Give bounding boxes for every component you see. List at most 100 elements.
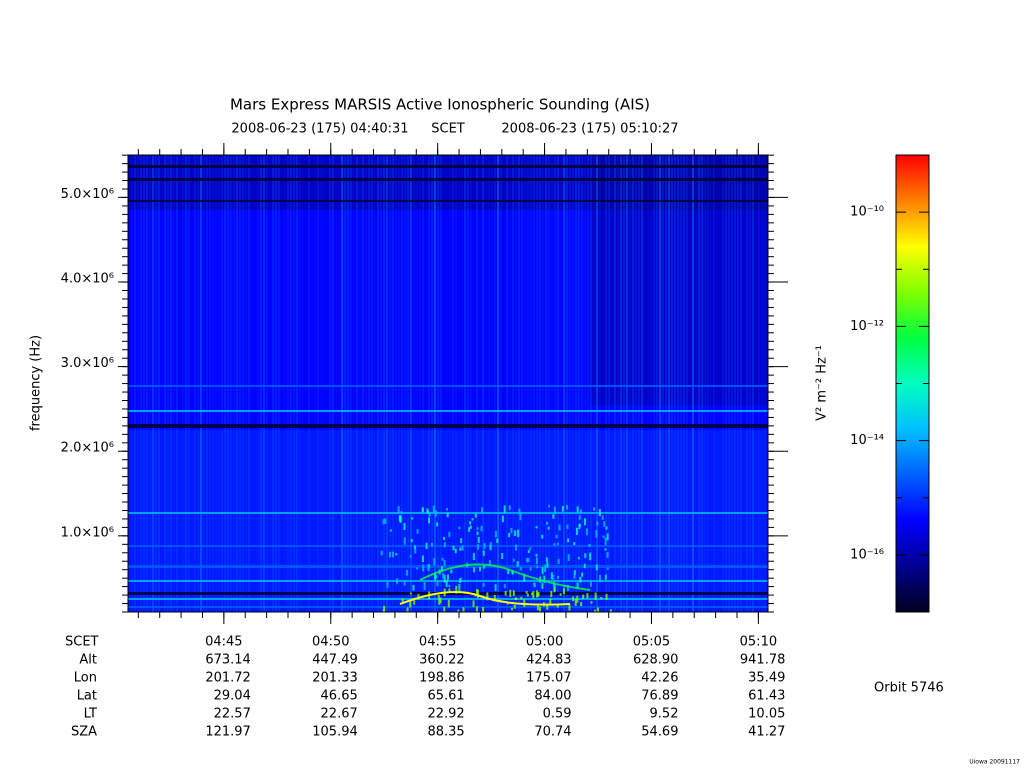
- spectrogram-speckle: [537, 592, 540, 596]
- spectrogram-speckle: [543, 575, 546, 583]
- spectrogram-speckle: [555, 534, 558, 539]
- spectrogram-stripe: [341, 155, 343, 612]
- ephemeris-value: 198.86: [419, 671, 465, 686]
- spectrogram-speckle: [576, 582, 579, 589]
- spectrogram-stripe: [311, 155, 313, 612]
- ephemeris-value: 447.49: [312, 653, 358, 668]
- ephemeris-value: 35.49: [748, 671, 785, 686]
- spectrogram-speckle: [469, 521, 472, 525]
- spectrogram-speckle: [403, 580, 406, 586]
- spectrogram-stripe: [593, 155, 595, 612]
- spectrogram-speckle: [545, 557, 548, 563]
- spectrogram-stripe: [740, 155, 742, 612]
- spectrogram-speckle: [383, 605, 386, 612]
- spectrogram-stripe: [455, 155, 457, 612]
- spectrogram-stripe: [488, 155, 490, 612]
- spectrogram-speckle: [436, 522, 439, 527]
- spectrogram-stripe: [704, 155, 706, 612]
- spectrogram-speckle: [586, 593, 589, 599]
- ephemeris-value: 628.90: [633, 653, 679, 668]
- spectrogram-speckle: [512, 590, 515, 597]
- spectrogram-stripe: [242, 155, 244, 612]
- spectrogram-speckle: [532, 591, 535, 599]
- spectrogram-stripe: [419, 155, 421, 612]
- spectrogram-stripe: [158, 155, 160, 612]
- spectrogram-speckle: [442, 573, 445, 579]
- spectrogram-stripe: [248, 155, 250, 612]
- spectrogram-stripe: [521, 155, 523, 612]
- spectrogram-speckle: [539, 606, 542, 612]
- spectrogram-speckle: [471, 518, 474, 521]
- spectrogram-stripe: [491, 155, 493, 612]
- spectrogram-speckle: [593, 609, 596, 612]
- spectrogram-speckle: [577, 557, 580, 560]
- spectrogram-speckle: [557, 558, 560, 565]
- colorbar-tick-label: 10⁻¹⁰: [850, 205, 884, 220]
- ephemeris-value: 46.65: [321, 689, 358, 704]
- spectrogram-speckle: [515, 597, 518, 600]
- ephemeris-value: 201.33: [312, 671, 358, 686]
- spectrogram-speckle: [581, 572, 584, 577]
- spectrogram-stripe: [227, 155, 229, 612]
- spectrogram-stripe: [260, 155, 262, 612]
- spectrogram-speckle: [516, 561, 519, 567]
- spectrogram-speckle: [526, 593, 529, 597]
- ephemeris-value: 941.78: [740, 653, 786, 668]
- spectrogram-speckle: [531, 592, 534, 595]
- spectrogram-stripe: [266, 155, 268, 612]
- spectrogram-stripe: [701, 155, 703, 612]
- colorbar-tick-label: 10⁻¹⁴: [850, 433, 884, 448]
- spectrogram-stripe: [515, 155, 517, 612]
- spectrogram-speckle: [514, 530, 517, 537]
- spectrogram-speckle: [479, 566, 482, 572]
- spectrogram-stripe: [284, 155, 286, 612]
- ephemeris-value: 22.57: [214, 707, 251, 722]
- spectrogram-speckle: [589, 552, 592, 561]
- spectrogram-stripe: [548, 155, 550, 612]
- spectrogram-speckle: [421, 555, 424, 563]
- spectrogram-speckle: [595, 530, 598, 538]
- spectrogram-stripe: [500, 155, 502, 612]
- spectrogram-stripe: [557, 155, 559, 612]
- spectrogram-stripe: [473, 155, 475, 612]
- spectrogram-stripe: [482, 155, 484, 612]
- spectrogram-stripe: [149, 155, 151, 612]
- spectrogram-speckle: [557, 575, 560, 579]
- spectrogram-stripe: [653, 155, 655, 612]
- spectrogram-stripe: [143, 155, 145, 612]
- spectrogram-band: [128, 178, 768, 181]
- spectrogram-stripe: [650, 155, 652, 612]
- spectrogram-speckle: [578, 523, 581, 527]
- spectrogram-speckle: [545, 521, 548, 525]
- spectrogram-speckle: [475, 589, 478, 597]
- spectrogram-stripe: [668, 155, 670, 612]
- colorbar-tick-label: 10⁻¹⁶: [850, 547, 884, 562]
- spectrogram-stripe: [638, 155, 640, 612]
- spectrogram-stripe: [566, 155, 568, 612]
- spectrogram-speckle: [423, 582, 426, 591]
- spectrogram-stripe: [233, 155, 235, 612]
- spectrogram-stripe: [497, 155, 499, 612]
- spectrogram-stripe: [263, 155, 265, 612]
- spectrogram-speckle: [489, 542, 492, 547]
- spectrogram-stripe: [458, 155, 460, 612]
- ephemeris-value: 9.52: [650, 707, 679, 722]
- spectrogram-stripe: [281, 155, 283, 612]
- spectrogram-speckle: [536, 565, 539, 569]
- spectrogram-stripe: [464, 155, 466, 612]
- spectrogram-band: [128, 165, 768, 168]
- spectrogram-speckle: [512, 558, 515, 562]
- spectrogram-speckle: [549, 598, 552, 605]
- spectrogram-stripe: [620, 155, 622, 612]
- spectrogram-stripe: [395, 155, 397, 612]
- spectrogram-stripe: [608, 155, 610, 612]
- spectrogram-speckle: [513, 604, 516, 609]
- spectrogram-speckle: [568, 604, 571, 611]
- spectrogram-speckle: [399, 515, 402, 523]
- spectrogram-speckle: [604, 548, 607, 551]
- spectrogram-speckle: [567, 554, 570, 562]
- spectrogram-speckle: [553, 587, 556, 593]
- spectrogram-stripe: [551, 155, 553, 612]
- spectrogram-speckle: [541, 566, 544, 575]
- spectrogram-stripe: [728, 155, 730, 612]
